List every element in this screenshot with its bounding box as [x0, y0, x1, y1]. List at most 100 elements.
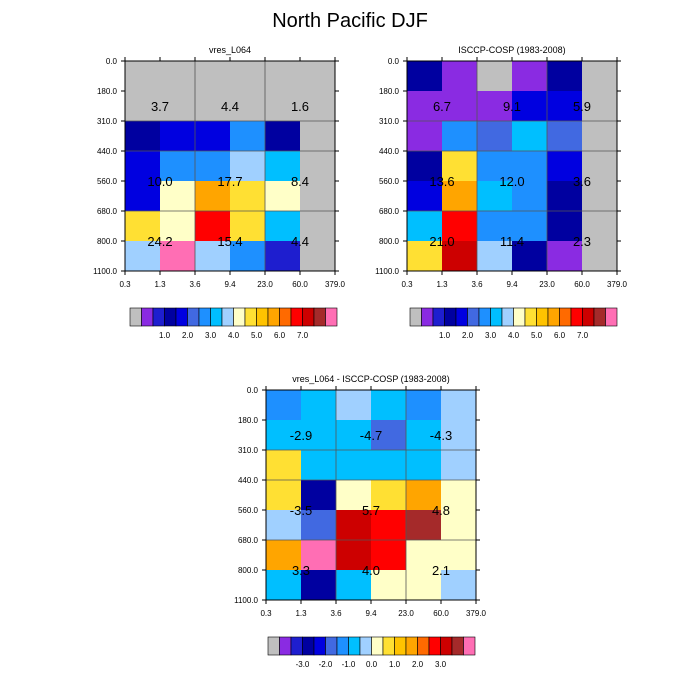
y-tick-label: 310.0: [238, 446, 259, 455]
heatmap-cell: [371, 420, 407, 451]
heatmap-cell: [547, 181, 583, 212]
heatmap-cell: [266, 510, 302, 541]
heatmap-cell: [407, 181, 443, 212]
data-label: 4.4: [221, 99, 239, 114]
colorbar-label: 0.0: [366, 660, 378, 669]
y-tick-label: 800.0: [379, 237, 400, 246]
heatmap-cell: [371, 570, 407, 601]
y-tick-label: 560.0: [97, 177, 118, 186]
data-label: -2.9: [290, 428, 312, 443]
colorbar-swatch: [593, 307, 606, 327]
colorbar-swatch: [302, 307, 315, 327]
heatmap-cell: [195, 91, 231, 122]
x-tick-label: 379.0: [607, 280, 628, 289]
colorbar-label: 1.0: [389, 660, 401, 669]
heatmap-cell: [265, 241, 301, 272]
heatmap-cell: [477, 151, 513, 182]
heatmap-cell: [582, 241, 618, 272]
heatmap-cell: [125, 151, 161, 182]
heatmap-cell: [301, 480, 337, 511]
heatmap-cell: [582, 91, 618, 122]
heatmap-cell: [547, 211, 583, 242]
heatmap-cell: [300, 181, 336, 212]
colorbar-label: 4.0: [228, 331, 240, 340]
heatmap-cell: [160, 61, 196, 92]
colorbar-swatch: [467, 307, 480, 327]
colorbar-swatch: [463, 636, 476, 656]
colorbar-swatch: [256, 307, 269, 327]
y-tick-label: 440.0: [97, 147, 118, 156]
heatmap-cell: [406, 390, 442, 421]
heatmap-cell: [442, 181, 478, 212]
heatmap-cell: [407, 211, 443, 242]
data-label: 4.4: [291, 234, 309, 249]
y-tick-label: 180.0: [238, 416, 259, 425]
y-tick-label: 1100.0: [93, 267, 117, 276]
colorbar-swatch: [382, 636, 395, 656]
x-tick-label: 1.3: [436, 280, 448, 289]
colorbar-swatch: [371, 636, 384, 656]
heatmap-cell: [195, 241, 231, 272]
heatmap-cell: [195, 181, 231, 212]
data-label: 10.0: [147, 174, 172, 189]
y-tick-label: 680.0: [379, 207, 400, 216]
heatmap-cell: [265, 211, 301, 242]
y-tick-label: 680.0: [238, 536, 259, 545]
heatmap-cell: [512, 151, 548, 182]
heatmap-cell: [547, 241, 583, 272]
colorbar-swatch: [359, 636, 372, 656]
heatmap-cell: [441, 480, 477, 511]
y-tick-label: 0.0: [388, 57, 400, 66]
y-tick-label: 440.0: [379, 147, 400, 156]
colorbar-swatch: [325, 307, 338, 327]
data-label: 8.4: [291, 174, 309, 189]
y-tick-label: 560.0: [238, 506, 259, 515]
colorbar-swatch: [405, 636, 418, 656]
heatmap-cell: [160, 151, 196, 182]
colorbar-swatch: [605, 307, 618, 327]
colorbar-swatch: [152, 307, 165, 327]
x-tick-label: 23.0: [398, 609, 414, 618]
heatmap-cell: [407, 241, 443, 272]
colorbar-swatch: [513, 307, 526, 327]
colorbar-swatch: [313, 636, 326, 656]
colorbar-swatch: [428, 636, 441, 656]
colorbar-label: 3.0: [435, 660, 447, 669]
heatmap-cell: [160, 181, 196, 212]
data-label: 12.0: [499, 174, 524, 189]
heatmap-cell: [266, 450, 302, 481]
heatmap-cell: [266, 390, 302, 421]
x-tick-label: 3.6: [471, 280, 483, 289]
heatmap-cell: [300, 151, 336, 182]
colorbar-label: 6.0: [274, 331, 286, 340]
heatmap-cell: [406, 570, 442, 601]
heatmap-cell: [407, 151, 443, 182]
colorbar-swatch: [141, 307, 154, 327]
data-label: 11.4: [500, 234, 524, 249]
heatmap-cell: [125, 61, 161, 92]
heatmap-cell: [195, 151, 231, 182]
x-tick-label: 60.0: [433, 609, 449, 618]
colorbar-swatch: [444, 307, 457, 327]
data-label: 3.3: [292, 563, 310, 578]
x-tick-label: 0.3: [260, 609, 272, 618]
colorbar-swatch: [221, 307, 234, 327]
heatmap-cell: [300, 61, 336, 92]
data-label: 6.7: [433, 99, 451, 114]
colorbar-label: -1.0: [342, 660, 356, 669]
y-tick-label: 440.0: [238, 476, 259, 485]
colorbar-swatch: [164, 307, 177, 327]
heatmap-cell: [371, 390, 407, 421]
colorbar-label: 5.0: [531, 331, 543, 340]
x-tick-label: 60.0: [574, 280, 590, 289]
heatmap-cell: [266, 480, 302, 511]
colorbar-label: 2.0: [182, 331, 194, 340]
heatmap-cell: [266, 420, 302, 451]
heatmap-cell: [512, 61, 548, 92]
heatmap-cell: [512, 241, 548, 272]
colorbar-swatch: [451, 636, 464, 656]
colorbar-swatch: [198, 307, 211, 327]
heatmap-cell: [442, 121, 478, 152]
heatmap-cell: [512, 91, 548, 122]
